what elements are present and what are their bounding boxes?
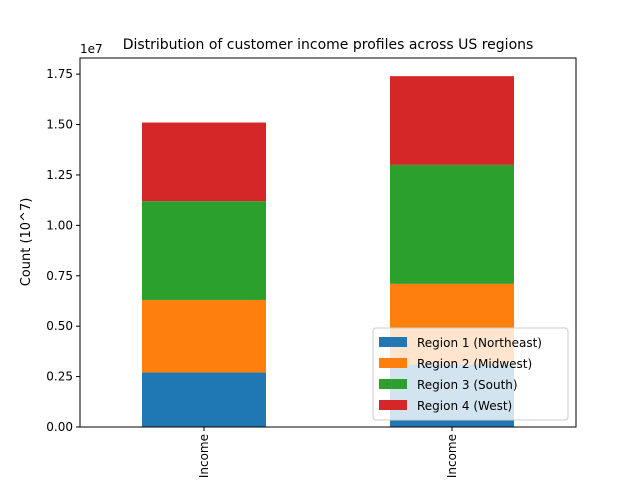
x-tick-label: Income xyxy=(197,434,211,478)
y-tick-label: 1.00 xyxy=(46,218,73,232)
legend-label: Region 4 (West) xyxy=(417,399,512,413)
bar-segment-1-series-1 xyxy=(142,372,266,427)
bar-segment-2-series-4 xyxy=(390,76,514,165)
legend-box xyxy=(372,327,569,421)
y-axis-label: Count (10^7) xyxy=(19,198,34,287)
legend-label: Region 2 (Midwest) xyxy=(417,357,532,371)
y-axis-offset-label: 1e7 xyxy=(80,42,103,56)
y-tick-label: 1.50 xyxy=(46,118,73,132)
axes-layer: 0.00 0.25 0.50 0.75 1.00 1.25 1.50 1.75 Income In… xyxy=(46,57,577,478)
x-tick-label: Income xyxy=(445,434,459,478)
y-tick-label: 0.50 xyxy=(46,319,73,333)
legend-swatch xyxy=(379,379,407,389)
legend-label: Region 3 (South) xyxy=(417,378,518,392)
bar-segment-2-series-3 xyxy=(390,164,514,284)
y-tick-label: 1.25 xyxy=(46,168,73,182)
legend-label: Region 1 (Northeast) xyxy=(417,336,542,350)
bars-layer xyxy=(142,76,514,427)
legend: Region 1 (Northeast) Region 2 (Midwest) Re… xyxy=(372,327,569,421)
chart-title: Distribution of customer income profiles… xyxy=(123,37,534,53)
y-tick-label: 0.75 xyxy=(46,269,73,283)
bar-segment-1-series-2 xyxy=(142,299,266,373)
y-tick-label: 0.25 xyxy=(46,370,73,384)
legend-swatch xyxy=(379,400,407,410)
legend-swatch xyxy=(379,337,407,347)
bar-segment-1-series-4 xyxy=(142,122,266,202)
legend-swatch xyxy=(379,358,407,368)
y-tick-label: 1.75 xyxy=(46,67,73,81)
y-tick-label: 0.00 xyxy=(46,420,73,434)
bar-segment-1-series-3 xyxy=(142,201,266,300)
plot-frame xyxy=(79,57,577,428)
